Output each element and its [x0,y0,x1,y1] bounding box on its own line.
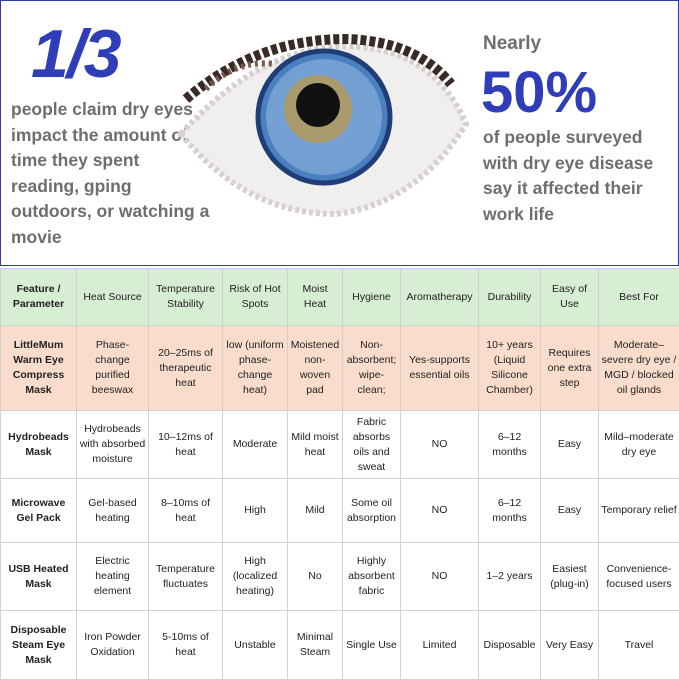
table-cell: Feature / Parameter [1,269,77,326]
table-cell: Moistened non-woven pad [288,326,343,411]
table-cell: Mild moist heat [288,411,343,479]
table-cell: Easiest (plug-in) [541,543,599,611]
table-cell: NO [401,543,479,611]
table-cell: Disposable [479,611,541,680]
table-cell: Hygiene [343,269,401,326]
right-text: of people surveyed with dry eye disease … [483,125,668,227]
table-cell: Temporary relief [599,479,679,543]
table-cell: Travel [599,611,679,680]
table-cell: Mild [288,479,343,543]
eye-illustration [176,29,471,229]
table-cell: Non-absorbent; wipe-clean; [343,326,401,411]
table-cell: 5-10ms of heat [149,611,223,680]
table-cell: NO [401,411,479,479]
left-stat: 1/3 [31,15,120,93]
table-cell: 8–10ms of heat [149,479,223,543]
table-cell: Easy [541,479,599,543]
table-cell: Temperature Stability [149,269,223,326]
table-cell: Minimal Steam [288,611,343,680]
table-cell: Requires one extra step [541,326,599,411]
right-stat: 50% [481,59,597,126]
table-cell: Some oil absorption [343,479,401,543]
table-cell: Fabric absorbs oils and sweat [343,411,401,479]
table-cell: Single Use [343,611,401,680]
table-cell: NO [401,479,479,543]
table-cell: Easy [541,411,599,479]
table-cell: High (localized heating) [223,543,288,611]
table-cell: 6–12 months [479,479,541,543]
table-cell: 10–12ms of heat [149,411,223,479]
table-cell: Moist Heat [288,269,343,326]
table-cell: Unstable [223,611,288,680]
table-cell: Risk of Hot Spots [223,269,288,326]
table-cell: 1–2 years [479,543,541,611]
table-cell: Mild–moderate dry eye [599,411,679,479]
right-intro: Nearly [483,31,541,57]
table-cell: Microwave Gel Pack [1,479,77,543]
infographic-banner: 1/3 people claim dry eyes impact the amo… [0,0,679,266]
table-cell: Electric heating element [77,543,149,611]
table-cell: Phase-change purified beeswax [77,326,149,411]
table-cell: Best For [599,269,679,326]
table-cell: Convenience-focused users [599,543,679,611]
table-cell: 10+ years (Liquid Silicone Chamber) [479,326,541,411]
table-cell: Moderate [223,411,288,479]
table-cell: No [288,543,343,611]
table-cell: Very Easy [541,611,599,680]
table-cell: Gel-based heating [77,479,149,543]
table-cell: Temperature fluctuates [149,543,223,611]
table-cell: Moderate–severe dry eye / MGD / blocked … [599,326,679,411]
table-cell: Durability [479,269,541,326]
table-cell: USB Heated Mask [1,543,77,611]
table-cell: Yes-supports essential oils [401,326,479,411]
table-cell: Hydrobeads with absorbed moisture [77,411,149,479]
table-cell: Hydrobeads Mask [1,411,77,479]
table-cell: Iron Powder Oxidation [77,611,149,680]
table-cell: High [223,479,288,543]
table-cell: Heat Source [77,269,149,326]
table-cell: Highly absorbent fabric [343,543,401,611]
table-cell: Aromatherapy [401,269,479,326]
table-cell: LittleMum Warm Eye Compress Mask [1,326,77,411]
table-cell: Easy of Use [541,269,599,326]
table-cell: 6–12 months [479,411,541,479]
table-cell: 20–25ms of therapeutic heat [149,326,223,411]
table-cell: Disposable Steam Eye Mask [1,611,77,680]
table-cell: low (uniform phase-change heat) [223,326,288,411]
table-cell: Limited [401,611,479,680]
